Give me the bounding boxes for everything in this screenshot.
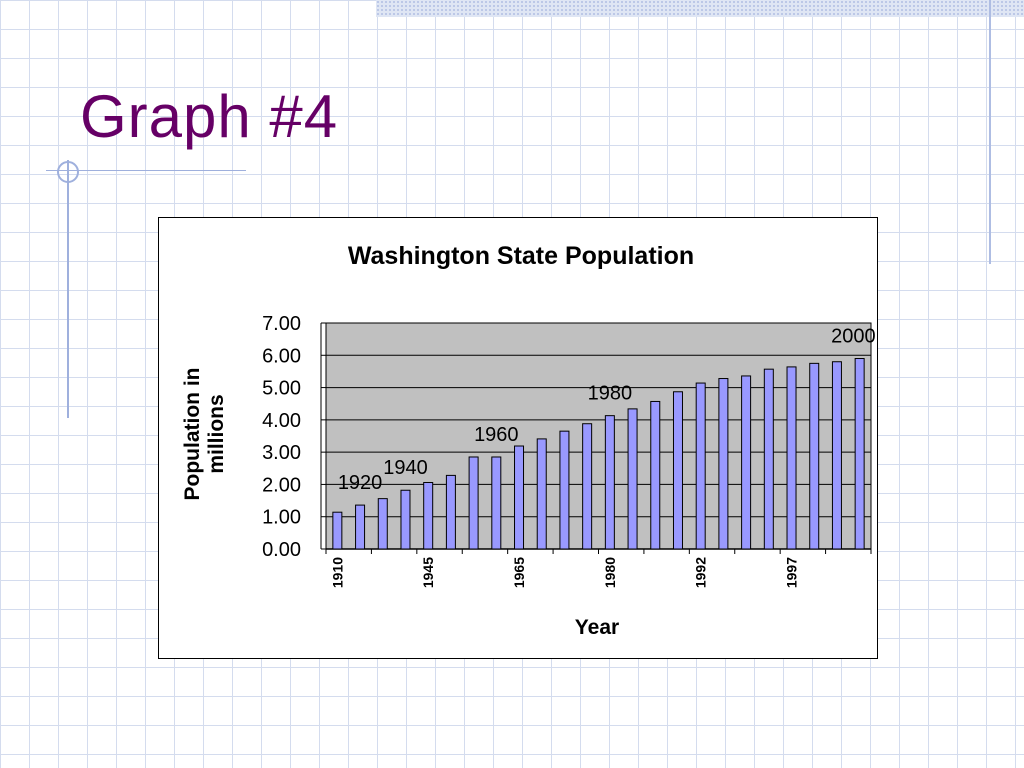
bar [355,504,366,550]
y-axis-label: Population inmillions [181,368,228,501]
top-decor-band [376,0,1024,17]
bar [831,361,842,550]
data-annotation: 1940 [383,457,428,479]
x-tick-label: 1980 [602,557,618,588]
data-annotation: 1980 [588,383,633,405]
y-tick-label: 6.00 [262,345,301,367]
bar [377,498,388,550]
plot-area [326,323,871,549]
data-annotation: 1920 [338,472,383,494]
bar [854,358,865,550]
bar [332,511,343,550]
population-bar-chart: Washington State Population Year Populat… [181,242,876,639]
bar [650,400,661,550]
y-tick-label: 0.00 [262,539,301,561]
bar [672,391,683,550]
right-decor-rule [989,0,991,264]
bar [604,415,615,550]
y-tick-label: 1.00 [262,507,301,529]
y-tick-label: 7.00 [262,313,301,335]
x-tick-label: 1965 [511,557,527,588]
bar [741,375,752,550]
x-tick-label: 1945 [420,557,436,588]
bar [468,456,479,550]
y-tick-label: 5.00 [262,378,301,400]
bar [445,474,456,550]
bar [423,481,434,550]
bar [809,362,820,550]
data-annotation: 1960 [474,424,519,446]
bar [786,366,797,550]
bar [514,445,525,550]
bar [582,423,593,550]
data-annotation: 2000 [831,326,876,348]
bar [559,430,570,550]
y-tick-label: 4.00 [262,410,301,432]
bar [491,456,502,550]
bar [400,489,411,550]
bar [763,368,774,550]
x-axis-label: Year [575,616,619,639]
title-underline [46,170,246,171]
chart-frame: Washington State Population Year Populat… [158,217,878,659]
x-tick-label: 1910 [329,557,345,588]
left-decor-rule [67,160,69,418]
bar [627,408,638,550]
y-tick-label: 3.00 [262,442,301,464]
x-tick-label: 1992 [693,557,709,588]
bar [718,378,729,550]
y-tick-label: 2.00 [262,474,301,496]
x-tick-label: 1997 [784,557,800,588]
bar [536,438,547,550]
bar [695,382,706,550]
title-ring-decor [57,161,79,183]
slide-title: Graph #4 [80,83,339,150]
chart-title: Washington State Population [348,242,694,270]
